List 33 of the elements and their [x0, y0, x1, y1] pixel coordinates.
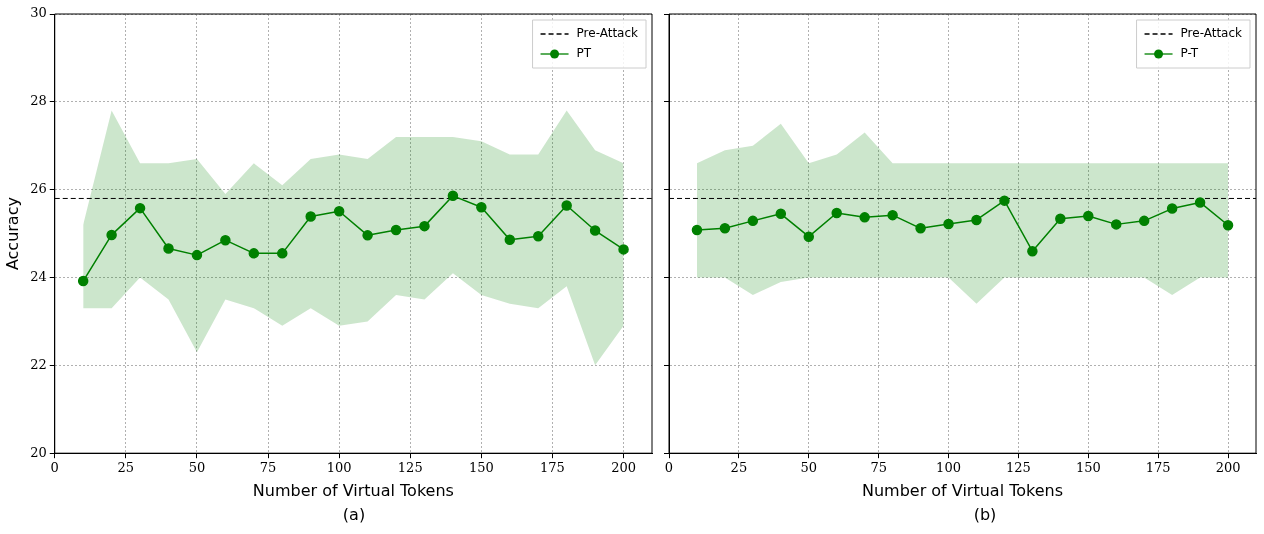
y-tick-label: 22	[30, 356, 47, 372]
x-tick-label: 100	[936, 460, 961, 476]
y-axis-title: Accuracy	[2, 197, 22, 271]
legend-label: P-T	[1180, 46, 1199, 61]
x-tick-label: 175	[1145, 460, 1171, 476]
text: (b)	[972, 505, 998, 524]
x-tick-label: 125	[1005, 460, 1031, 476]
y-tick-label: 20	[30, 444, 47, 460]
y-tick-label: 26	[30, 181, 47, 197]
y-tick-label: 30	[30, 5, 47, 21]
x-tick-label: 50	[800, 460, 818, 476]
x-axis-title: Number of Virtual Tokens	[252, 480, 454, 500]
legend-label: Pre-Attack	[1180, 26, 1243, 41]
x-axis-title: Number of Virtual Tokens	[861, 480, 1064, 500]
x-tick-label: 0	[664, 460, 674, 476]
x-tick-label: 100	[326, 460, 352, 476]
legend-label: Pre-Attack	[576, 26, 639, 41]
x-tick-label: 50	[188, 460, 206, 476]
x-tick-label: 150	[1075, 460, 1101, 476]
x-tick-label: 75	[259, 460, 277, 476]
x-tick-label: 0	[50, 460, 59, 476]
x-tick-label: 25	[730, 460, 748, 476]
y-tick-label: 28	[30, 93, 47, 109]
x-tick-label: 175	[540, 460, 565, 476]
x-tick-label: 200	[1215, 460, 1241, 476]
y-tick-label: 24	[30, 268, 47, 284]
x-tick-label: 25	[117, 460, 135, 476]
legend-label: PT	[576, 46, 592, 61]
text: (a)	[341, 505, 367, 524]
x-tick-label: 150	[468, 460, 494, 476]
x-tick-label: 75	[870, 460, 887, 476]
x-tick-label: 200	[611, 460, 636, 476]
x-tick-label: 125	[397, 460, 423, 476]
